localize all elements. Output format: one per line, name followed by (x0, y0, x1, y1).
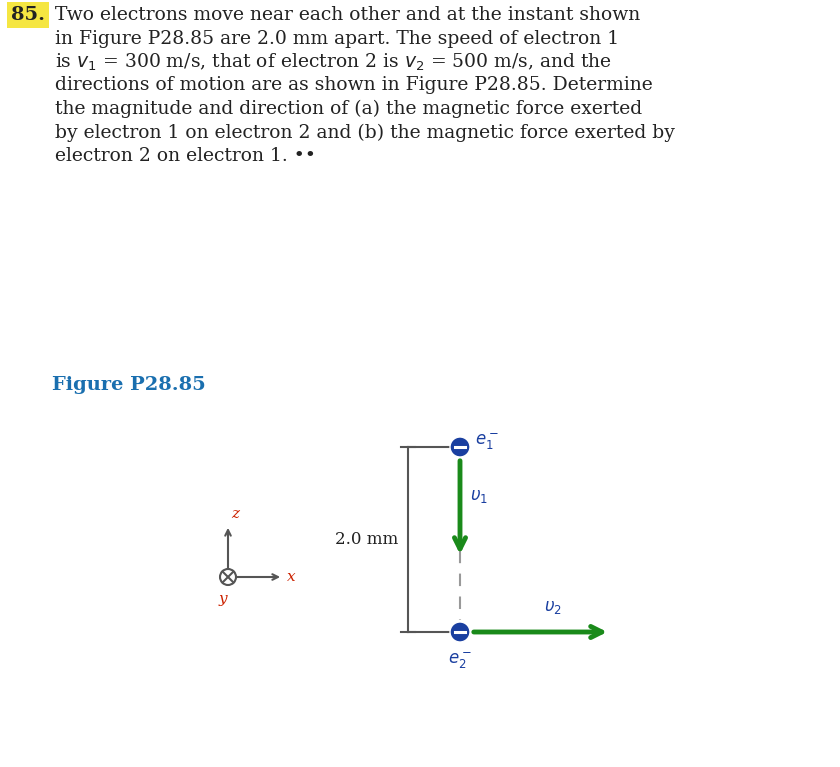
Text: x: x (287, 570, 296, 584)
Text: in Figure P28.85 are 2.0 mm apart. The speed of electron 1: in Figure P28.85 are 2.0 mm apart. The s… (55, 29, 619, 48)
Text: the magnitude and direction of (a) the magnetic force exerted: the magnitude and direction of (a) the m… (55, 100, 642, 118)
Text: 85.: 85. (11, 6, 45, 24)
Circle shape (450, 437, 470, 457)
Text: Two electrons move near each other and at the instant shown: Two electrons move near each other and a… (55, 6, 640, 24)
Text: $\upsilon_2$: $\upsilon_2$ (543, 599, 561, 616)
Text: electron 2 on electron 1. ••: electron 2 on electron 1. •• (55, 147, 316, 165)
Text: y: y (218, 592, 228, 606)
Circle shape (220, 569, 236, 585)
Text: Figure P28.85: Figure P28.85 (52, 376, 206, 394)
Text: z: z (231, 507, 239, 521)
Text: directions of motion are as shown in Figure P28.85. Determine: directions of motion are as shown in Fig… (55, 77, 653, 94)
Text: $e_1^-$: $e_1^-$ (475, 432, 499, 453)
Text: is $v_1$ = 300 m/s, that of electron 2 is $v_2$ = 500 m/s, and the: is $v_1$ = 300 m/s, that of electron 2 i… (55, 51, 612, 73)
Text: by electron 1 on electron 2 and (b) the magnetic force exerted by: by electron 1 on electron 2 and (b) the … (55, 123, 675, 142)
Text: 2.0 mm: 2.0 mm (335, 531, 398, 548)
Circle shape (450, 622, 470, 642)
FancyBboxPatch shape (7, 2, 49, 28)
Text: $e_2^-$: $e_2^-$ (448, 650, 472, 671)
Text: $\upsilon_1$: $\upsilon_1$ (470, 488, 488, 505)
